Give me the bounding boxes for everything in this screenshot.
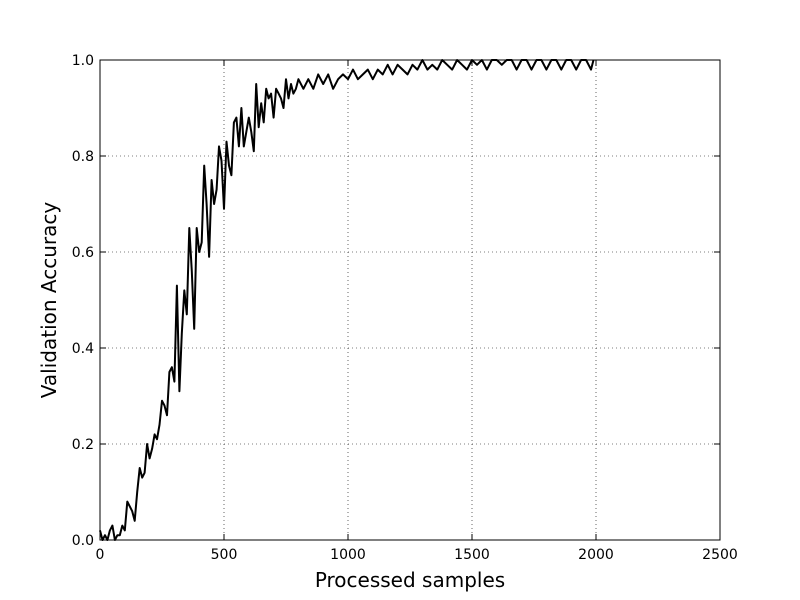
y-tick-label: 0.2 — [72, 437, 94, 453]
x-axis-label: Processed samples — [315, 568, 505, 592]
y-tick-label: 0.0 — [72, 533, 94, 549]
y-tick-label: 0.4 — [72, 341, 94, 357]
x-tick-label: 1000 — [330, 547, 366, 563]
accuracy-line — [99, 59, 595, 541]
x-tick-label: 2000 — [578, 547, 614, 563]
grid — [100, 60, 720, 540]
x-tick-label: 500 — [211, 547, 238, 563]
y-tick-label: 0.8 — [72, 149, 94, 165]
series-layer — [99, 59, 595, 541]
x-tick-label: 0 — [96, 547, 105, 563]
x-tick-label: 2500 — [702, 547, 738, 563]
x-tick-label: 1500 — [454, 547, 490, 563]
y-tick-label: 0.6 — [72, 245, 94, 261]
y-tick-label: 1.0 — [72, 53, 94, 69]
ticks: 0 500 1000 1500 2000 2500 0.0 0.2 0.4 0.6 0.8 1.0 — [72, 53, 738, 563]
plot-frame — [99, 59, 721, 541]
y-axis-label: Validation Accuracy — [37, 202, 61, 399]
